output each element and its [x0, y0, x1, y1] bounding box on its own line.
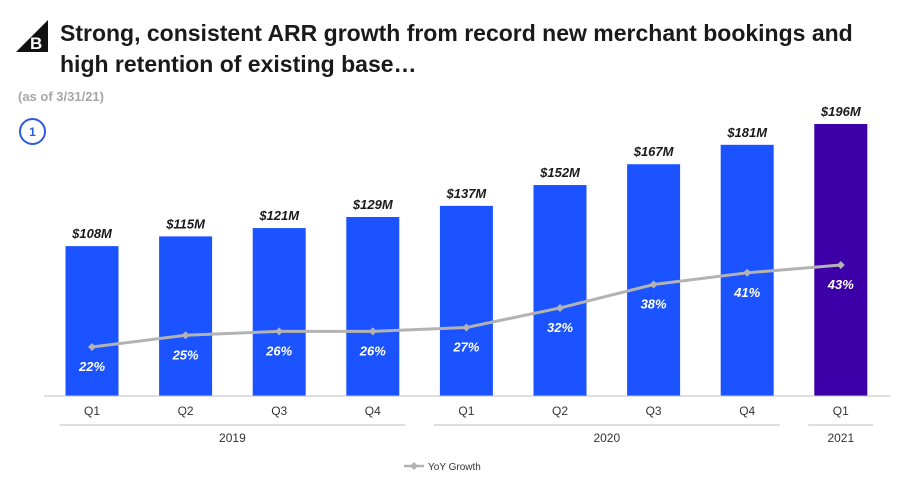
bar-value-label: $152M	[539, 165, 581, 180]
yoy-growth-label: 43%	[827, 277, 854, 292]
quarter-tick-label: Q2	[178, 404, 194, 418]
year-label: 2021	[827, 431, 854, 445]
arr-bar	[533, 185, 587, 396]
arr-bar	[159, 236, 213, 396]
yoy-growth-point	[275, 327, 284, 336]
yoy-growth-point	[462, 323, 471, 332]
yoy-growth-point	[743, 268, 752, 277]
bar-value-label: $181M	[726, 125, 768, 140]
yoy-growth-point	[836, 261, 845, 269]
legend-label: YoY Growth	[428, 462, 481, 473]
year-label: 2020	[593, 431, 620, 445]
yoy-growth-label: 26%	[265, 343, 292, 358]
bar-value-label: $137M	[446, 186, 488, 201]
yoy-growth-label: 27%	[452, 339, 479, 354]
yoy-growth-point	[649, 280, 658, 289]
quarter-tick-label: Q1	[458, 404, 474, 418]
quarter-tick-label: Q1	[833, 404, 849, 418]
as-of-date: (as of 3/31/21)	[18, 89, 104, 104]
svg-text:B: B	[30, 34, 42, 52]
bar-value-label: $167M	[633, 144, 675, 159]
quarter-tick-label: Q4	[365, 404, 381, 418]
yoy-growth-point	[368, 327, 377, 336]
bar-value-label: $129M	[352, 197, 394, 212]
yoy-growth-label: 41%	[733, 285, 760, 300]
arr-bar	[627, 164, 681, 396]
arr-bar	[65, 246, 119, 396]
bar-value-label: $115M	[165, 216, 206, 231]
arr-bar	[252, 228, 306, 396]
legend-marker	[410, 462, 418, 470]
quarter-tick-label: Q3	[646, 404, 662, 418]
arr-bar	[439, 205, 493, 396]
arr-bar	[814, 124, 868, 396]
yoy-growth-label: 22%	[78, 359, 105, 374]
bar-value-label: $121M	[258, 208, 300, 223]
yoy-growth-point	[88, 343, 96, 351]
bar-value-label: $196M	[820, 104, 862, 119]
quarter-tick-label: Q2	[552, 404, 568, 418]
yoy-growth-label: 25%	[172, 347, 199, 362]
quarter-tick-label: Q1	[84, 404, 100, 418]
bar-value-label: $108M	[71, 226, 113, 241]
yoy-growth-label: 38%	[641, 297, 667, 312]
quarter-tick-label: Q3	[271, 404, 287, 418]
yoy-growth-point	[556, 303, 564, 312]
page-title: Strong, consistent ARR growth from recor…	[60, 20, 853, 77]
quarter-tick-label: Q4	[739, 404, 755, 418]
bigcommerce-logo-icon: B	[16, 20, 48, 52]
yoy-growth-point	[181, 331, 190, 340]
yoy-growth-label: 32%	[547, 320, 573, 335]
yoy-growth-label: 26%	[359, 343, 386, 358]
arr-bar	[346, 216, 400, 396]
year-label: 2019	[219, 431, 246, 445]
footnote-badge: 1	[19, 118, 46, 145]
